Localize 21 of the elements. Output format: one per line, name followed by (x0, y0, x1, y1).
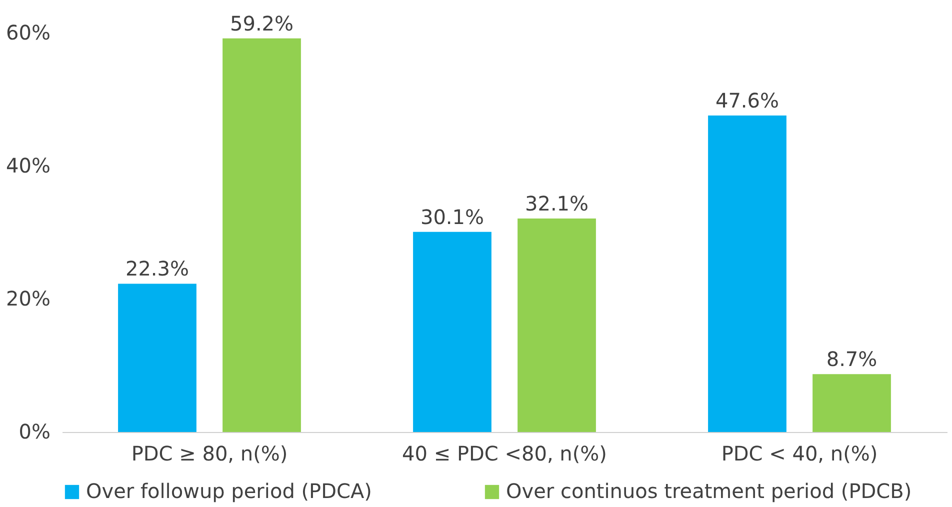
x-tick-label: PDC < 40, n(%) (721, 442, 878, 466)
bar (118, 284, 196, 432)
bar (708, 115, 786, 432)
bar (518, 218, 596, 432)
data-label: 59.2% (230, 11, 294, 36)
x-tick-label: 40 ≤ PDC <80, n(%) (402, 442, 607, 466)
x-tick-label: PDC ≥ 80, n(%) (131, 442, 288, 466)
data-label: 47.6% (715, 88, 780, 112)
data-label: 8.7% (826, 347, 878, 372)
data-label: 32.1% (524, 192, 589, 216)
bar (222, 38, 301, 432)
y-tick-label: 60% (6, 20, 50, 44)
y-tick-label: 40% (6, 154, 50, 178)
data-label: 30.1% (420, 204, 484, 229)
y-tick-label: 20% (6, 286, 50, 310)
bar (413, 232, 492, 432)
legend-label: Over followup period (PDCA) (86, 479, 372, 503)
y-tick-label: 0% (18, 420, 50, 444)
legend-label: Over continuos treatment period (PDCB) (506, 479, 912, 503)
bar (812, 374, 891, 432)
data-label: 22.3% (125, 256, 190, 281)
